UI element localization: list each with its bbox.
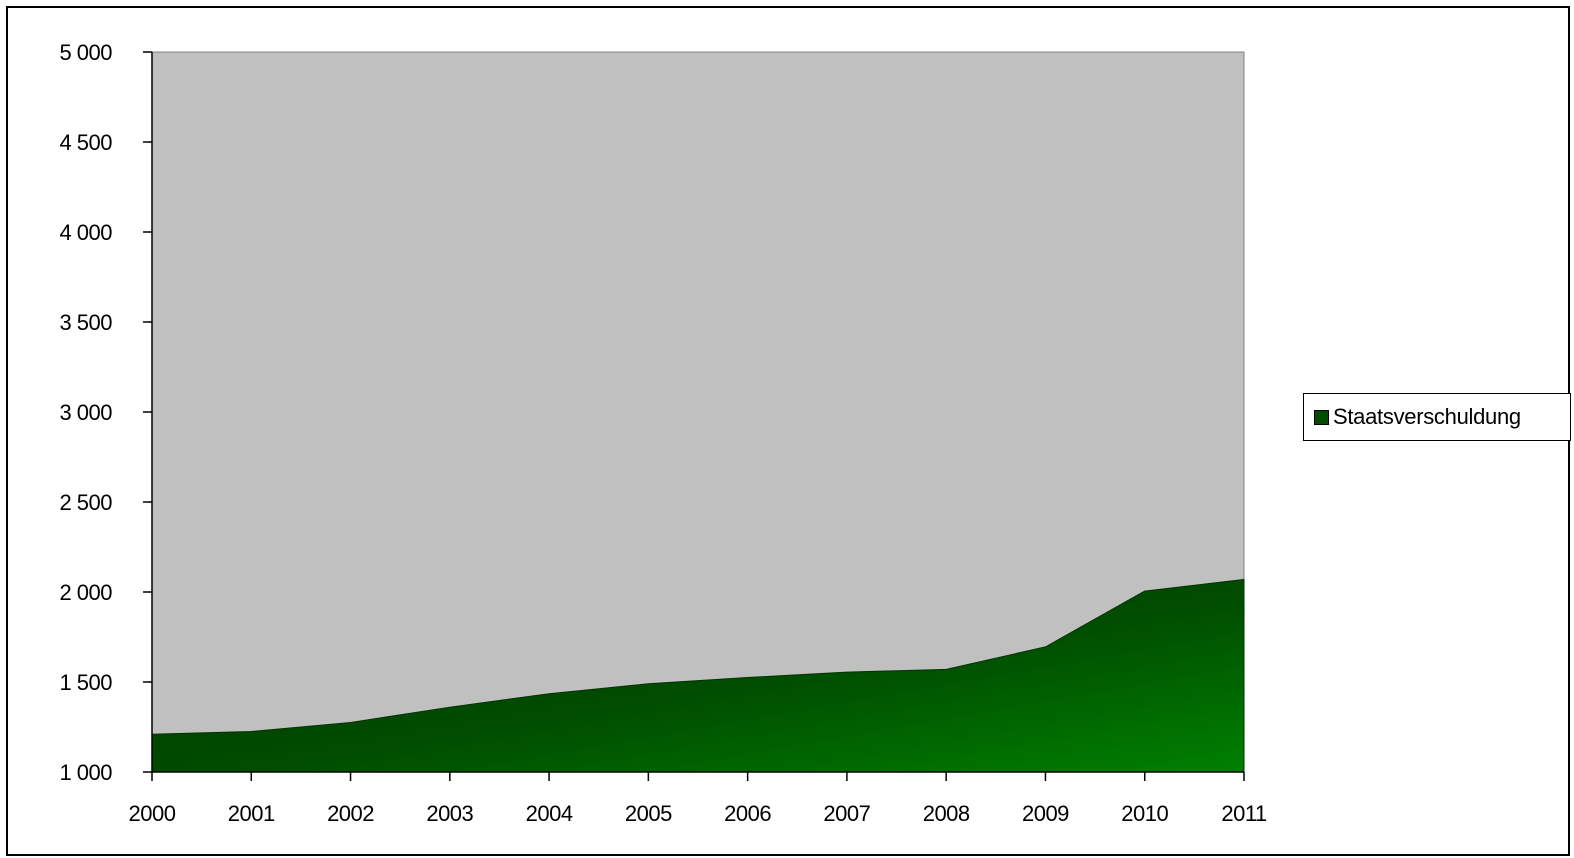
y-tick-label: 3 000	[59, 400, 112, 425]
y-axis: 1 000 1 500 2 000 2 500 3 000 3 500 4 000 4 500…	[59, 40, 153, 785]
y-tick-label: 4 000	[59, 220, 112, 245]
x-tick-label: 2000	[129, 801, 176, 826]
y-tick-label: 1 500	[59, 670, 112, 695]
y-tick-label: 2 000	[59, 580, 112, 605]
y-tick-label: 4 500	[59, 130, 112, 155]
area-series-staatsverschuldung	[151, 578, 1245, 773]
y-tick-label: 1 000	[59, 760, 112, 785]
legend-label-staatsverschuldung: Staatsverschuldung	[1333, 404, 1521, 429]
x-axis: 2000 2001 2002 2003 2004 2005 2006 2007 2008 2009…	[129, 771, 1267, 826]
x-tick-label: 2004	[526, 801, 573, 826]
y-tick-label: 2 500	[59, 490, 112, 515]
x-tick-label: 2006	[724, 801, 771, 826]
x-tick-label: 2011	[1221, 801, 1267, 826]
y-tick-label: 3 500	[59, 310, 112, 335]
y-tick-label: 5 000	[59, 40, 112, 65]
legend: Staatsverschuldung	[1303, 393, 1571, 441]
x-tick-label: 2009	[1022, 801, 1069, 826]
legend-swatch	[1314, 409, 1329, 425]
area-chart: 1 000 1 500 2 000 2 500 3 000 3 500 4 000 4 500…	[59, 40, 1267, 826]
x-tick-label: 2001	[228, 801, 275, 826]
x-tick-label: 2003	[426, 801, 473, 826]
x-tick-label: 2005	[625, 801, 672, 826]
x-tick-label: 2007	[823, 801, 870, 826]
x-tick-label: 2008	[923, 801, 970, 826]
x-tick-label: 2010	[1121, 801, 1168, 826]
chart-frame: 1 000 1 500 2 000 2 500 3 000 3 500 4 000 4 500…	[6, 6, 1571, 856]
x-tick-label: 2002	[327, 801, 374, 826]
